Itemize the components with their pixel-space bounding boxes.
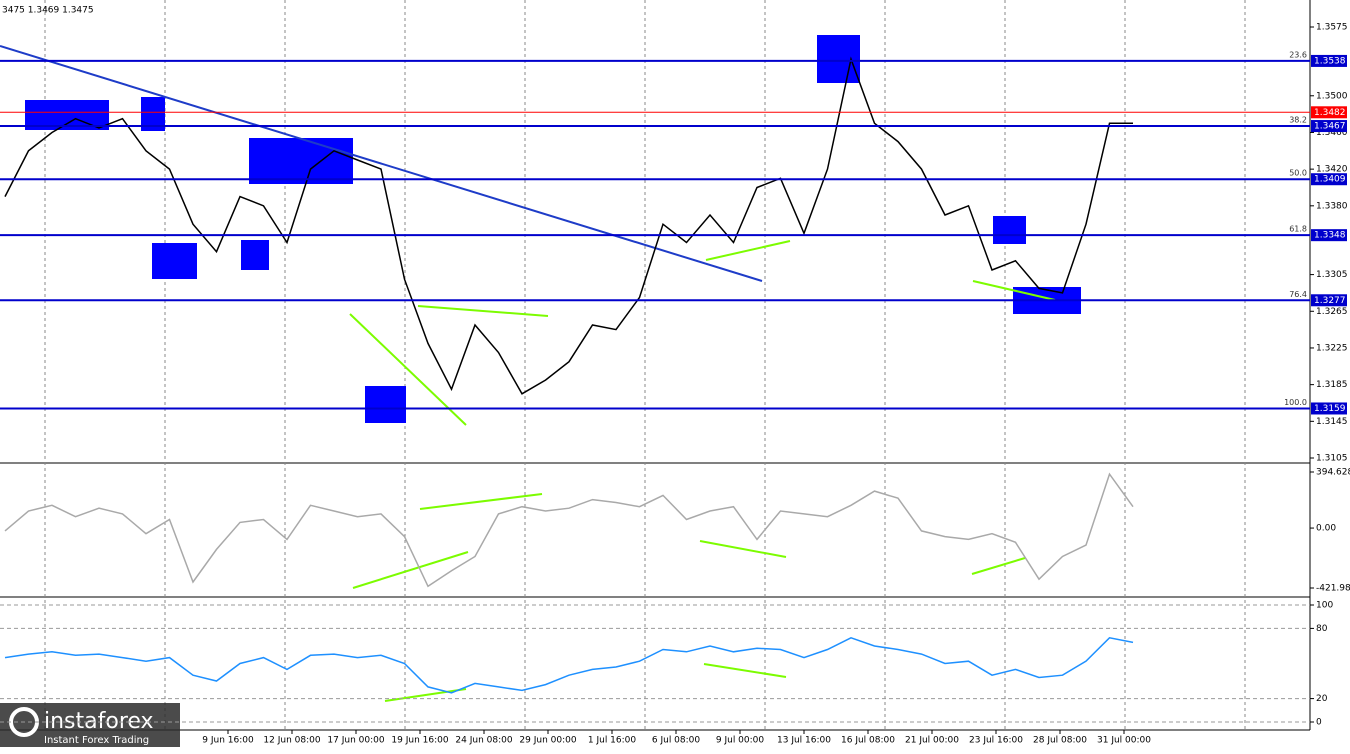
x-tick-label: 23 Jul 16:00 <box>969 736 1023 746</box>
price-label: 1.3467 <box>1314 122 1346 132</box>
current-label: 1.3482 <box>1314 108 1346 118</box>
series-line <box>4 56 1133 395</box>
y-tick-label: 80 <box>1316 624 1328 634</box>
y-tick-label: 1.3105 <box>1316 454 1348 464</box>
series-line <box>4 472 1134 588</box>
divergence-lines <box>349 240 1056 702</box>
price-label-bg <box>1311 173 1347 186</box>
price-label-bg <box>1311 402 1347 415</box>
x-tick-label: 9 Jun 16:00 <box>202 736 254 746</box>
zone-box <box>365 386 406 423</box>
fib-label: 50.0 <box>1289 169 1307 178</box>
price-label: 1.3538 <box>1314 56 1346 66</box>
logo: instaforex Instant Forex Trading <box>0 703 180 747</box>
y-tick-label: 1.3145 <box>1316 417 1348 427</box>
x-tick-label: 12 Jun 08:00 <box>263 736 320 746</box>
y-tick-label: 1.3185 <box>1316 380 1348 390</box>
fib-label: 23.6 <box>1289 50 1307 59</box>
ohlc-header: 3475 1.3469 1.3475 <box>2 6 94 16</box>
grid <box>44 0 1246 730</box>
fib-label: 38.2 <box>1289 116 1307 125</box>
y-tick-label: 394.6289 <box>1316 468 1350 478</box>
fib-label: 61.8 <box>1289 225 1307 234</box>
current-label-bg <box>1311 106 1347 119</box>
zone-box <box>25 100 109 130</box>
x-tick-label: 31 Jul 00:00 <box>1097 736 1151 746</box>
price-label: 1.3348 <box>1314 231 1346 241</box>
x-tick-label: 6 Jul 08:00 <box>652 736 701 746</box>
zone-box <box>249 138 353 184</box>
series-line <box>4 636 1134 694</box>
x-tick-label: 19 Jun 16:00 <box>391 736 448 746</box>
series <box>4 56 1134 694</box>
x-tick-label: 9 Jul 00:00 <box>716 736 765 746</box>
y-tick-label: 1.3460 <box>1316 128 1348 138</box>
fib-label: 76.4 <box>1289 290 1307 299</box>
x-tick-label: 21 Jul 00:00 <box>905 736 959 746</box>
zone-box <box>152 243 197 279</box>
x-tick-label: 28 Jul 08:00 <box>1033 736 1087 746</box>
price-label: 1.3409 <box>1314 175 1346 185</box>
x-tick-label: 29 Jun 00:00 <box>519 736 576 746</box>
x-tick-label: 17 Jun 00:00 <box>327 736 384 746</box>
x-tick-label: 1 Jul 16:00 <box>588 736 637 746</box>
y-tick-label: -421.9874 <box>1316 584 1350 594</box>
y-tick-label: 1.3420 <box>1316 165 1348 175</box>
y-tick-label: 1.3575 <box>1316 23 1348 33</box>
x-tick-label: 24 Jun 08:00 <box>455 736 512 746</box>
zone-box <box>817 35 860 83</box>
y-tick-label: 1.3265 <box>1316 307 1348 317</box>
zone-box <box>241 240 269 270</box>
price-label-bg <box>1311 54 1347 67</box>
x-tick-label: 13 Jul 16:00 <box>777 736 831 746</box>
y-tick-label: 0.00 <box>1316 524 1336 534</box>
logo-tagline: Instant Forex Trading <box>44 735 149 746</box>
price-label-bg <box>1311 229 1347 242</box>
y-tick-label: 1.3305 <box>1316 270 1348 280</box>
zone-box <box>993 216 1026 244</box>
price-label-bg <box>1311 120 1347 133</box>
x-tick-label: 16 Jul 08:00 <box>841 736 895 746</box>
price-label-bg <box>1311 294 1347 307</box>
price-label: 1.3277 <box>1314 296 1346 306</box>
y-tick-label: 1.3500 <box>1316 91 1348 101</box>
fib-label: 100.0 <box>1284 398 1307 407</box>
y-tick-label: 100 <box>1316 601 1333 611</box>
y-tick-label: 1.3225 <box>1316 343 1348 353</box>
y-tick-label: 0 <box>1316 718 1322 728</box>
price-label: 1.3159 <box>1314 404 1346 414</box>
trend-line <box>0 45 763 282</box>
y-tick-label: 20 <box>1316 694 1328 704</box>
y-tick-label: 1.3380 <box>1316 201 1348 211</box>
